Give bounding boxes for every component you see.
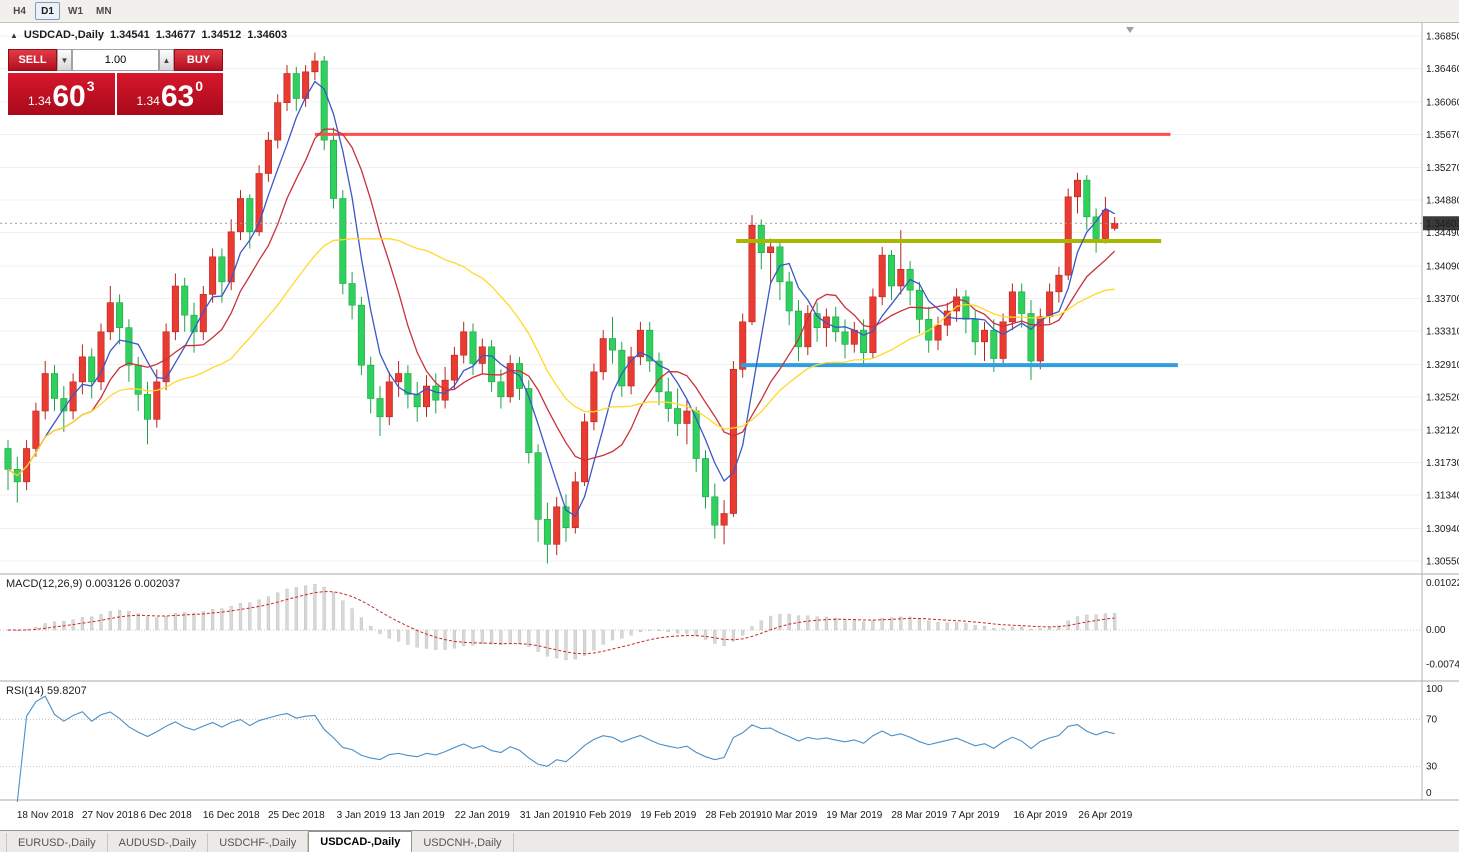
sell-button[interactable]: SELL <box>8 49 57 71</box>
buy-price-sup: 0 <box>195 78 204 94</box>
svg-text:1.31340: 1.31340 <box>1426 491 1459 502</box>
chart-canvas[interactable]: 1.346031.368501.364601.360601.356701.352… <box>0 23 1459 830</box>
date-label: 16 Dec 2018 <box>203 810 260 821</box>
tab-eurusd-daily[interactable]: EURUSD-,Daily <box>6 833 108 852</box>
svg-text:1.35670: 1.35670 <box>1426 130 1459 141</box>
date-label: 10 Feb 2019 <box>575 810 632 821</box>
buy-button[interactable]: BUY <box>174 49 223 71</box>
rsi-title: RSI(14) 59.8207 <box>6 685 87 697</box>
svg-text:1.36060: 1.36060 <box>1426 97 1459 108</box>
price-axis[interactable]: 1.36850 1.36460 1.36060 1.35670 1.35270 1.348… <box>1426 32 1459 568</box>
candlestick-series <box>4 52 1119 564</box>
svg-text:30: 30 <box>1426 762 1438 773</box>
buy-price-tile[interactable]: 1.34 63 0 <box>116 73 223 115</box>
date-label: 3 Jan 2019 <box>337 810 387 821</box>
chart-tab-bar: EURUSD-,Daily AUDUSD-,Daily USDCHF-,Daily U… <box>0 830 1459 852</box>
date-label: 26 Apr 2019 <box>1078 810 1132 821</box>
sell-price-tile[interactable]: 1.34 60 3 <box>8 73 115 115</box>
tab-usdcnh-daily[interactable]: USDCNH-,Daily <box>412 833 514 852</box>
svg-text:1.33310: 1.33310 <box>1426 327 1459 338</box>
ma-medium-red <box>7 128 1116 477</box>
date-label: 22 Jan 2019 <box>455 810 510 821</box>
date-label: 28 Feb 2019 <box>705 810 762 821</box>
svg-text:1.31730: 1.31730 <box>1426 458 1459 469</box>
svg-text:1.32120: 1.32120 <box>1426 426 1459 437</box>
timeframe-w1[interactable]: W1 <box>68 5 83 17</box>
tab-usdcad-daily[interactable]: USDCAD-,Daily <box>308 831 413 852</box>
date-label: 13 Jan 2019 <box>390 810 445 821</box>
svg-text:1.34490: 1.34490 <box>1426 228 1459 239</box>
rsi-line <box>16 695 1115 803</box>
date-label: 28 Mar 2019 <box>891 810 948 821</box>
moving-averages <box>7 80 1116 517</box>
chart-shift-marker[interactable] <box>1126 27 1134 33</box>
date-label: 18 Nov 2018 <box>17 810 74 821</box>
volume-input[interactable]: 1.00 <box>72 49 159 71</box>
buy-price-base: 1.34 <box>136 94 160 108</box>
svg-text:1.36850: 1.36850 <box>1426 32 1459 43</box>
svg-text:-0.0074747: -0.0074747 <box>1426 659 1459 670</box>
tab-usdchf-daily[interactable]: USDCHF-,Daily <box>208 833 309 852</box>
macd-panel: MACD(12,26,9) 0.003126 0.002037 0.0102290… <box>0 578 1459 670</box>
date-label: 16 Apr 2019 <box>1013 810 1067 821</box>
timeframe-d1[interactable]: D1 <box>35 2 60 20</box>
date-label: 27 Nov 2018 <box>82 810 139 821</box>
date-label: 6 Dec 2018 <box>141 810 193 821</box>
svg-text:0.0102290: 0.0102290 <box>1426 578 1459 589</box>
date-label: 19 Mar 2019 <box>826 810 883 821</box>
current-price: 1.34603 <box>0 216 1459 231</box>
current-price-badge <box>1423 216 1459 231</box>
date-label: 7 Apr 2019 <box>951 810 1000 821</box>
timeframe-h4[interactable]: H4 <box>13 5 26 17</box>
date-axis[interactable]: 18 Nov 2018 27 Nov 2018 6 Dec 2018 16 Dec 2… <box>17 810 1133 821</box>
svg-text:1.34880: 1.34880 <box>1426 196 1459 207</box>
svg-text:1.32520: 1.32520 <box>1426 392 1459 403</box>
macd-title: MACD(12,26,9) 0.003126 0.002037 <box>6 578 180 590</box>
date-label: 10 Mar 2019 <box>761 810 818 821</box>
rsi-panel: RSI(14) 59.8207 100 70 30 0 <box>0 684 1443 803</box>
current-price-label: 1.34603 <box>1426 219 1459 230</box>
volume-decrease-button[interactable]: ▼ <box>57 49 72 71</box>
volume-increase-button[interactable]: ▲ <box>159 49 174 71</box>
svg-text:1.30550: 1.30550 <box>1426 557 1459 568</box>
svg-text:1.32910: 1.32910 <box>1426 360 1459 371</box>
svg-text:1.30940: 1.30940 <box>1426 524 1459 535</box>
svg-text:0.00: 0.00 <box>1426 625 1446 636</box>
timeframe-toolbar: H4 D1 W1 MN <box>0 0 1459 23</box>
buy-price-big: 63 <box>160 80 195 113</box>
one-click-trading-panel: SELL ▼ 1.00 ▲ BUY 1.34 60 3 1.34 63 0 <box>8 49 223 115</box>
svg-text:70: 70 <box>1426 714 1438 725</box>
date-label: 25 Dec 2018 <box>268 810 325 821</box>
svg-text:100: 100 <box>1426 684 1443 695</box>
sell-price-sup: 3 <box>86 78 95 94</box>
ma-slow-yellow <box>7 238 1115 477</box>
svg-text:1.33700: 1.33700 <box>1426 294 1459 305</box>
date-label: 19 Feb 2019 <box>640 810 697 821</box>
sell-price-big: 60 <box>52 80 86 113</box>
ma-fast-blue <box>7 80 1116 517</box>
sell-price-base: 1.34 <box>27 94 52 108</box>
timeframe-mn[interactable]: MN <box>96 5 112 17</box>
tab-audusd-daily[interactable]: AUDUSD-,Daily <box>108 833 209 852</box>
svg-text:0: 0 <box>1426 788 1432 799</box>
svg-text:1.36460: 1.36460 <box>1426 64 1459 75</box>
macd-signal-line <box>7 591 1115 655</box>
date-label: 31 Jan 2019 <box>520 810 575 821</box>
svg-text:1.35270: 1.35270 <box>1426 163 1459 174</box>
horizontal-lines <box>314 132 1178 368</box>
svg-text:1.34090: 1.34090 <box>1426 262 1459 273</box>
